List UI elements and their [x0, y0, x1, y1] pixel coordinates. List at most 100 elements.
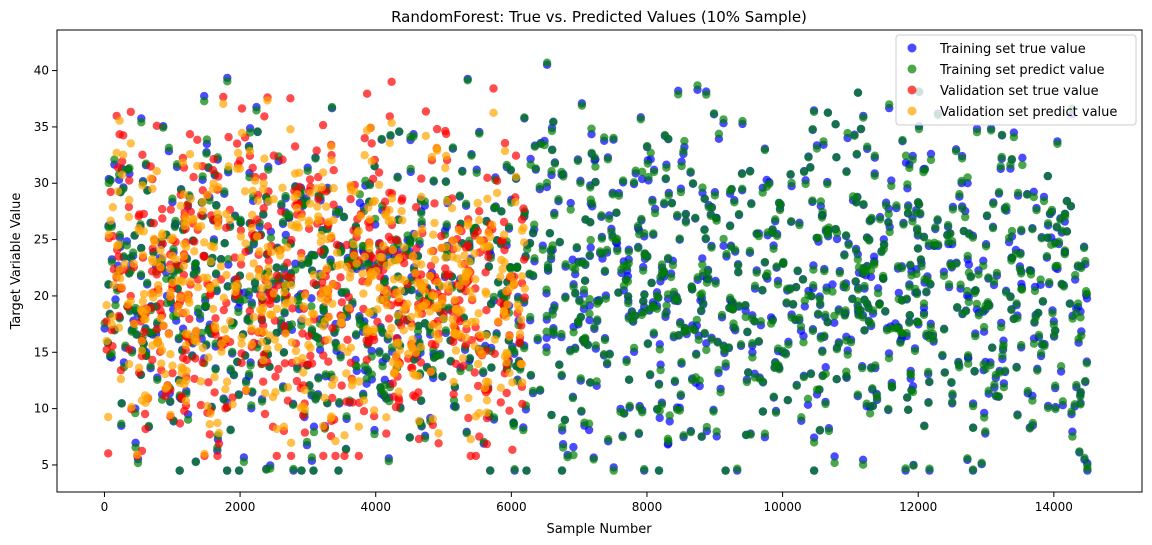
validation-predict-point: [349, 251, 359, 260]
training-predict-point: [905, 282, 914, 291]
training-predict-point: [688, 179, 698, 188]
training-predict-point: [677, 161, 686, 171]
training-predict-point: [367, 370, 376, 379]
validation-predict-point: [133, 450, 142, 459]
training-predict-point: [948, 205, 958, 214]
training-predict-point: [337, 287, 346, 297]
training-predict-point: [714, 365, 723, 375]
validation-true-point: [368, 174, 378, 184]
validation-predict-point: [206, 409, 215, 418]
validation-predict-point: [316, 230, 326, 240]
training-predict-point: [220, 239, 229, 248]
training-predict-point: [226, 426, 235, 435]
validation-predict-point: [394, 338, 403, 347]
validation-predict-point: [278, 183, 287, 192]
validation-predict-point: [450, 295, 459, 305]
validation-true-point: [475, 432, 484, 441]
training-predict-point: [280, 307, 289, 317]
validation-predict-point: [330, 375, 339, 384]
training-predict-point: [676, 187, 686, 197]
training-predict-point: [692, 350, 701, 359]
training-predict-point: [821, 399, 830, 409]
training-predict-point: [1082, 359, 1092, 368]
validation-predict-point: [387, 257, 396, 267]
validation-true-point: [346, 194, 355, 204]
training-predict-point: [304, 258, 313, 268]
training-predict-point: [999, 340, 1008, 350]
training-predict-point: [787, 313, 796, 322]
training-predict-point: [1052, 222, 1062, 231]
training-predict-point: [307, 302, 316, 311]
training-predict-point: [898, 135, 907, 145]
validation-true-point: [158, 239, 167, 248]
validation-true-point: [481, 268, 490, 277]
training-predict-point: [989, 199, 998, 209]
validation-predict-point: [505, 284, 515, 293]
legend-marker: [907, 43, 917, 53]
training-predict-point: [540, 140, 549, 150]
training-predict-point: [223, 77, 232, 86]
validation-true-point: [116, 366, 126, 375]
training-predict-point: [733, 261, 743, 270]
training-predict-point: [664, 191, 673, 200]
validation-predict-point: [217, 339, 226, 348]
training-predict-point: [772, 262, 781, 271]
training-predict-point: [555, 237, 564, 247]
validation-true-point: [489, 84, 498, 93]
validation-predict-point: [432, 143, 441, 152]
training-predict-point: [815, 385, 824, 394]
training-predict-point: [1080, 453, 1089, 463]
validation-predict-point: [297, 253, 306, 262]
training-predict-point: [656, 365, 665, 375]
training-predict-point: [307, 453, 317, 462]
training-predict-point: [609, 466, 618, 475]
validation-predict-point: [116, 374, 126, 384]
validation-predict-point: [392, 351, 401, 360]
y-tick-label: 15: [34, 345, 49, 359]
training-predict-point: [542, 58, 552, 67]
y-tick-label: 25: [34, 233, 49, 247]
training-predict-point: [212, 285, 221, 294]
training-predict-point: [971, 286, 980, 295]
validation-true-point: [152, 325, 162, 334]
validation-true-point: [175, 419, 185, 428]
training-predict-point: [603, 155, 613, 164]
validation-true-point: [473, 381, 483, 391]
training-predict-point: [756, 317, 766, 326]
training-predict-point: [843, 350, 852, 359]
training-predict-point: [645, 370, 655, 379]
validation-true-point: [374, 168, 384, 177]
training-predict-point: [788, 299, 798, 309]
training-predict-point: [600, 133, 609, 142]
validation-predict-point: [126, 139, 135, 148]
training-predict-point: [698, 183, 707, 192]
training-predict-point: [211, 269, 221, 278]
validation-true-point: [214, 439, 224, 448]
validation-true-point: [290, 142, 300, 151]
training-predict-point: [336, 353, 345, 362]
training-predict-point: [758, 285, 767, 295]
validation-predict-point: [458, 354, 468, 363]
training-predict-point: [808, 125, 817, 134]
training-predict-point: [853, 297, 862, 306]
validation-predict-point: [462, 319, 471, 329]
validation-predict-point: [297, 213, 306, 222]
training-predict-point: [986, 126, 996, 135]
training-predict-point: [449, 396, 459, 405]
training-predict-point: [571, 265, 580, 274]
training-predict-point: [200, 301, 210, 311]
validation-true-point: [278, 155, 287, 164]
validation-true-point: [287, 235, 296, 245]
training-predict-point: [844, 240, 853, 250]
training-predict-point: [639, 297, 648, 306]
validation-true-point: [200, 252, 209, 262]
training-predict-point: [586, 378, 595, 387]
training-predict-point: [763, 269, 772, 278]
validation-predict-point: [148, 184, 157, 193]
training-predict-point: [526, 160, 535, 169]
training-predict-point: [576, 374, 585, 383]
training-true-point: [569, 442, 578, 452]
validation-predict-point: [157, 346, 167, 355]
validation-true-point: [241, 247, 250, 256]
training-predict-point: [669, 287, 679, 297]
